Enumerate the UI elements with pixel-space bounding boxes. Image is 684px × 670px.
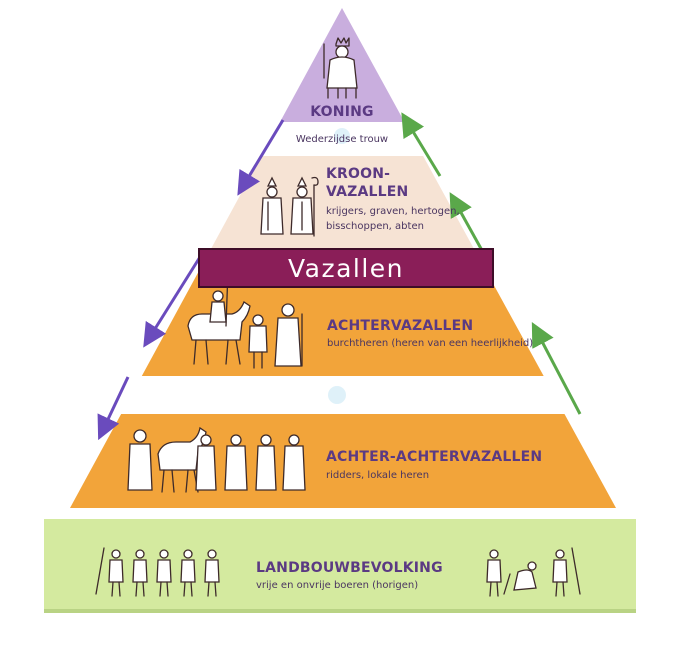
tier-kroonvazallen-subtitle-line2: bisschoppen, abten — [326, 221, 424, 232]
tier-landbouwbevolking-title: LANDBOUWBEVOLKING — [256, 560, 443, 576]
tier-achtervazallen-title: ACHTERVAZALLEN — [327, 318, 474, 334]
tier-achtervazallen-subtitle: burchtheren (heren van een heerlijkheid) — [327, 338, 534, 349]
connector-dot-top — [334, 128, 350, 144]
arrow-up-right-upper — [401, 112, 442, 177]
tier-kroonvazallen-subtitle-line1: krijgers, graven, hertogen, — [326, 206, 460, 217]
farmers-group-right-icon — [486, 547, 581, 597]
landbouw-band-shadow — [44, 609, 636, 613]
tier-kroonvazallen-title-line2: VAZALLEN — [326, 184, 409, 200]
arrow-down-left-middle — [143, 256, 202, 348]
bishop-figure-icon — [260, 176, 284, 235]
vazallen-banner: Vazallen — [198, 248, 494, 288]
arrow-down-left-lower — [97, 376, 130, 441]
farmers-group-left-icon — [95, 547, 220, 597]
arrow-up-right-middle — [449, 192, 486, 255]
tier-achter-achtervazallen-subtitle: ridders, lokale heren — [326, 470, 430, 481]
tier-koning-title: KONING — [310, 104, 374, 120]
lord-figure-icon — [248, 314, 268, 369]
king-figure-icon — [323, 37, 358, 99]
knights-group-icon — [127, 426, 306, 493]
abbot-figure-icon — [290, 176, 319, 237]
tier-achter-achtervazallen-title: ACHTER-ACHTERVAZALLEN — [326, 449, 543, 465]
tier-koning-subtitle: Wederzijdse trouw — [295, 134, 389, 145]
robed-lord-figure-icon — [274, 303, 303, 367]
arrow-up-right-lower — [531, 322, 582, 415]
tier-kroonvazallen-title-line1: KROON- — [326, 166, 391, 182]
tier-landbouwbevolking-subtitle: vrije en onvrije boeren (horigen) — [256, 580, 419, 591]
arrow-down-left-upper — [237, 119, 285, 196]
connector-dot-middle — [328, 386, 346, 404]
